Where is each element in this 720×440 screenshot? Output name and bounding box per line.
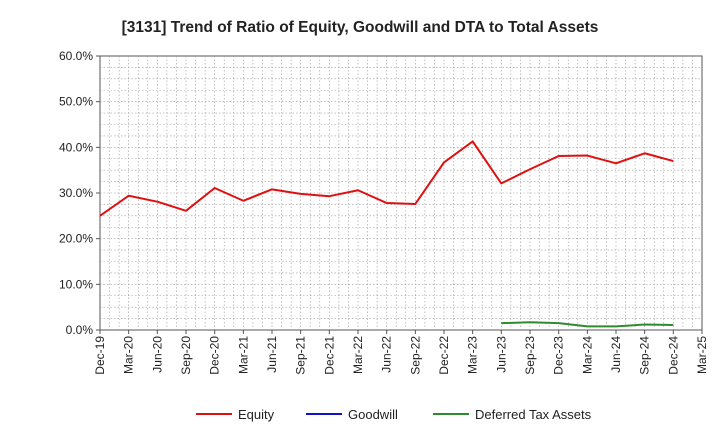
x-tick-label: Sep-21 [294, 336, 308, 375]
x-tick-label: Dec-24 [666, 336, 680, 375]
y-tick-label: 50.0% [59, 95, 93, 109]
gridlines [100, 56, 702, 330]
x-tick-label: Mar-23 [466, 336, 480, 374]
y-axis: 0.0% 10.0% 20.0% 30.0% 40.0% 50.0% 60.0% [59, 49, 100, 337]
x-tick-label: Jun-22 [380, 336, 394, 373]
x-tick-label: Mar-24 [580, 336, 594, 374]
x-tick-label: Mar-21 [236, 336, 250, 374]
series-line-deferred-tax-assets [501, 321, 674, 328]
y-tick-label: 20.0% [59, 232, 93, 246]
legend-label: Deferred Tax Assets [475, 407, 592, 422]
legend-label: Goodwill [348, 407, 398, 422]
x-tick-label: Jun-21 [265, 336, 279, 373]
x-tick-label: Mar-20 [122, 336, 136, 374]
x-tick-label: Dec-22 [437, 336, 451, 375]
x-tick-label: Sep-24 [638, 336, 652, 375]
legend-label: Equity [238, 407, 275, 422]
y-tick-label: 30.0% [59, 186, 93, 200]
chart-title: [3131] Trend of Ratio of Equity, Goodwil… [122, 19, 599, 36]
x-tick-label: Mar-25 [695, 336, 709, 374]
legend: Equity Goodwill Deferred Tax Assets [196, 407, 592, 422]
x-tick-label: Sep-22 [408, 336, 422, 375]
x-tick-label: Dec-19 [93, 336, 107, 375]
x-tick-label: Jun-24 [609, 336, 623, 373]
y-tick-label: 10.0% [59, 277, 93, 291]
y-tick-label: 40.0% [59, 140, 93, 154]
series-lines [99, 140, 674, 328]
x-tick-label: Dec-20 [208, 336, 222, 375]
y-tick-label: 60.0% [59, 49, 93, 63]
series-line-equity [99, 140, 674, 217]
x-tick-label: Dec-23 [552, 336, 566, 375]
x-tick-label: Jun-23 [494, 336, 508, 373]
x-tick-label: Mar-22 [351, 336, 365, 374]
x-tick-label: Dec-21 [322, 336, 336, 375]
x-tick-label: Jun-20 [150, 336, 164, 373]
y-tick-label: 0.0% [66, 323, 94, 337]
x-tick-label: Sep-20 [179, 336, 193, 375]
x-tick-label: Sep-23 [523, 336, 537, 375]
x-axis: Dec-19 Mar-20 Jun-20 Sep-20 Dec-20 Mar-21 Jun-… [93, 330, 709, 375]
